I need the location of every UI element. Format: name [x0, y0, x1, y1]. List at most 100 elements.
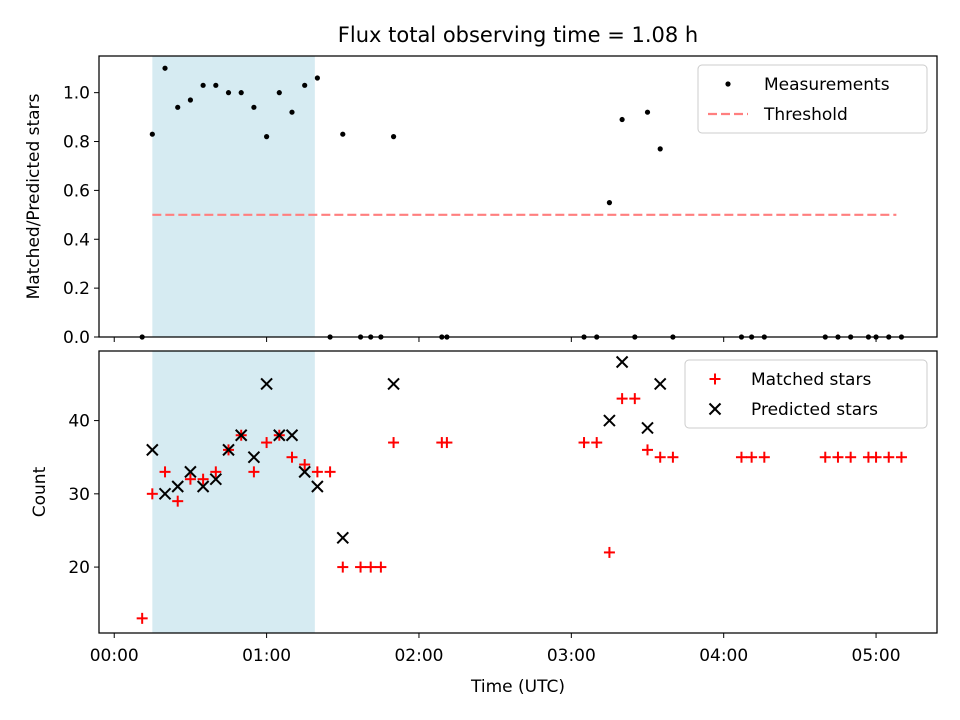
- predicted-star-point-b: [285, 429, 299, 442]
- matched-star-point: [375, 561, 387, 573]
- matched-star-point: [578, 437, 590, 449]
- x-tick-label: 01:00: [242, 646, 291, 666]
- matched-star-point: [365, 561, 377, 573]
- legend-label: Matched stars: [751, 370, 871, 390]
- bottom-panel: 20 30 40 00:00 01:00 02:00 03:00 04:00 05:00 Cou…: [30, 350, 938, 697]
- matched-star-point: [172, 495, 184, 507]
- matched-star-point: [758, 451, 770, 463]
- predicted-star-point: [653, 377, 667, 391]
- matched-star-point: [603, 546, 615, 558]
- matched-star-point: [136, 612, 148, 624]
- predicted-star-point-b: [273, 429, 286, 442]
- matched-star-point: [667, 451, 679, 463]
- predicted-star-point-b: [653, 377, 667, 391]
- predicted-star-point-b: [196, 480, 210, 493]
- predicted-star-point: [247, 451, 261, 464]
- legend-label: Threshold: [763, 105, 848, 125]
- y-tick-label: 0.8: [63, 133, 90, 153]
- matched-star-point: [642, 444, 654, 456]
- matched-star-point: [616, 393, 628, 405]
- matched-star-point: [883, 451, 895, 463]
- predicted-star-point-b: [311, 480, 324, 493]
- matched-star-point: [870, 451, 882, 463]
- matched-star-point: [629, 393, 641, 405]
- predicted-star-point-b: [184, 465, 197, 479]
- predicted-star-point-b: [260, 377, 273, 391]
- predicted-star-point: [222, 443, 235, 457]
- predicted-star-point-b: [234, 429, 248, 442]
- measurement-point: [314, 75, 320, 81]
- measurement-point: [225, 90, 232, 96]
- predicted-star-point: [273, 429, 286, 442]
- bottom-plot-marks: [136, 355, 907, 624]
- matched-star-point: [845, 451, 857, 463]
- measurement-point: [149, 131, 155, 137]
- observing-interval-shade: [152, 56, 315, 337]
- predicted-star-point-b: [171, 480, 184, 493]
- x-tick-label: 03:00: [547, 646, 596, 666]
- x-tick-label: 02:00: [394, 646, 443, 666]
- matched-star-point: [832, 451, 844, 463]
- matched-star-point: [248, 466, 260, 478]
- predicted-star-point-b: [298, 465, 311, 479]
- predicted-star-point: [171, 480, 184, 493]
- predicted-star-point-b: [158, 487, 172, 501]
- matched-star-point: [654, 451, 666, 463]
- predicted-star-point: [311, 480, 324, 493]
- measurement-point: [251, 104, 257, 110]
- predicted-star-point: [387, 377, 400, 391]
- predicted-star-point-b: [209, 472, 223, 486]
- measurement-point: [340, 131, 346, 137]
- predicted-star-point: [209, 472, 223, 486]
- predicted-star-point: [298, 465, 311, 479]
- matched-star-point: [591, 437, 603, 449]
- y-tick-label: 40: [68, 412, 90, 432]
- predicted-star-point-b: [641, 421, 654, 435]
- bottom-axes: 20 30 40 00:00 01:00 02:00 03:00 04:00 05:00: [68, 412, 900, 666]
- predicted-star-point: [234, 429, 248, 442]
- matched-star-point: [441, 437, 453, 449]
- predicted-star-point: [146, 443, 159, 457]
- measurement-point: [238, 90, 244, 96]
- x-tick-label: 05:00: [852, 646, 901, 666]
- matched-star-point: [210, 466, 222, 478]
- legend-predicted-swatch: [708, 402, 722, 416]
- matched-star-point: [819, 451, 831, 463]
- predicted-star-point-b: [603, 414, 616, 427]
- predicted-star-point: [615, 355, 629, 369]
- predicted-star-point-b: [222, 443, 235, 457]
- predicted-star-point: [336, 531, 349, 544]
- y-tick-label: 30: [68, 485, 90, 505]
- legend-label: Measurements: [764, 75, 890, 95]
- y-tick-label: 20: [68, 558, 90, 578]
- x-axis-label: Time (UTC): [470, 677, 565, 697]
- predicted-star-point-b: [336, 531, 349, 544]
- bottom-panel-frame: [98, 350, 938, 634]
- measurement-point: [175, 104, 181, 110]
- legend-label: Predicted stars: [751, 400, 878, 420]
- top-panel: 0.0 0.2 0.4 0.6 0.8 1.0 Matched/Predicted sta…: [24, 55, 938, 348]
- matched-star-point: [337, 561, 349, 573]
- predicted-star-point: [260, 377, 273, 391]
- observing-interval-shade: [152, 351, 315, 633]
- measurement-point: [302, 82, 308, 88]
- legend-box: [684, 359, 928, 429]
- measurement-point: [187, 97, 194, 103]
- x-tick-label: 00:00: [90, 646, 139, 666]
- matched-star-point: [311, 466, 323, 478]
- measurement-point: [276, 90, 282, 96]
- matched-star-point: [197, 473, 209, 485]
- legend-box: [697, 64, 928, 134]
- measurement-point: [657, 146, 663, 152]
- measurement-point: [390, 134, 397, 140]
- matched-star-point: [735, 451, 747, 463]
- measurement-point: [289, 109, 295, 115]
- matched-star-point: [261, 437, 273, 449]
- matched-star-point: [159, 466, 171, 478]
- measurement-point: [606, 200, 613, 206]
- measurement-point: [200, 82, 206, 88]
- top-axes: 0.0 0.2 0.4 0.6 0.8 1.0: [63, 84, 877, 348]
- matched-star-point: [355, 561, 367, 573]
- predicted-star-point: [285, 429, 299, 442]
